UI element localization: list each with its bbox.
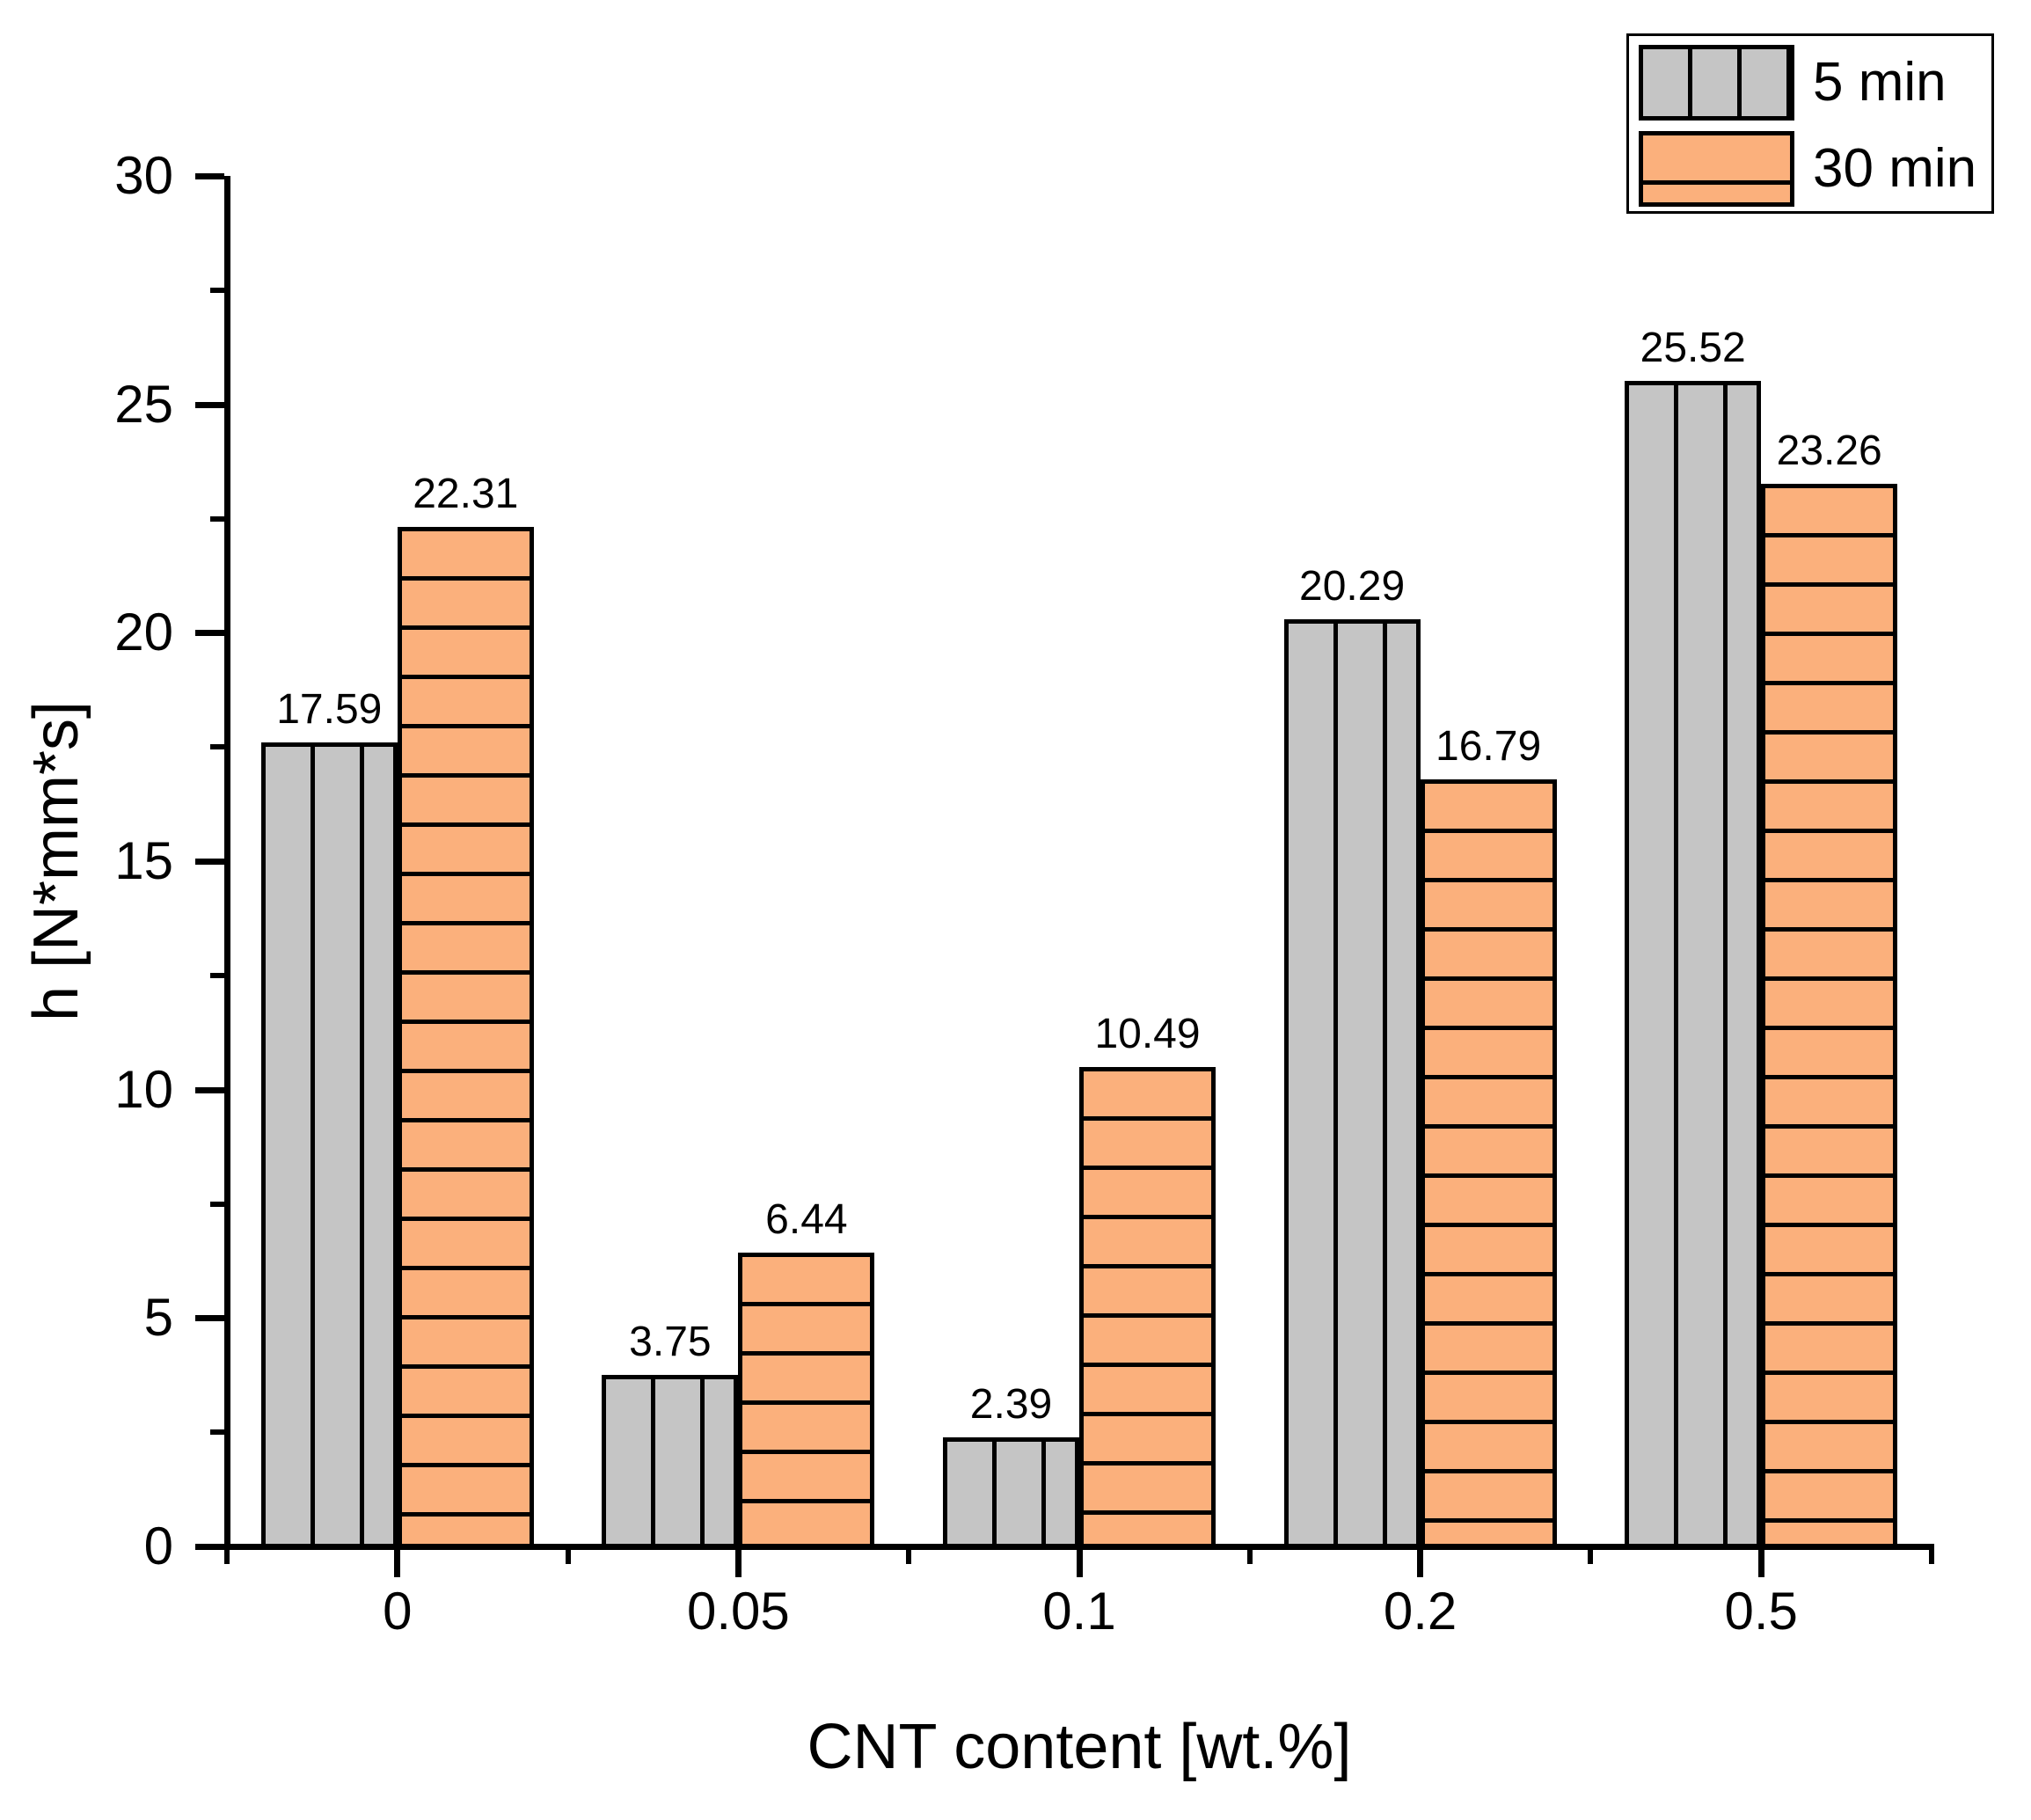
legend-label-30min: 30 min — [1813, 138, 1977, 199]
bar-30min-0.1 — [1079, 1067, 1216, 1550]
y-tick-label: 0 — [143, 1517, 173, 1575]
bar-value-label: 6.44 — [765, 1195, 848, 1243]
bar-value-label: 3.75 — [629, 1319, 712, 1366]
bar-value-label: 23.26 — [1776, 428, 1882, 475]
x-axis-minor-tick — [1588, 1550, 1594, 1564]
x-axis-minor-tick — [906, 1550, 912, 1564]
y-axis-line — [224, 176, 230, 1550]
bar-30min-0.2 — [1420, 779, 1557, 1550]
y-axis-major-tick — [195, 630, 224, 637]
y-tick-label: 25 — [114, 374, 173, 434]
bar-30min-0.05 — [738, 1252, 875, 1550]
y-axis-major-tick — [195, 1315, 224, 1322]
y-axis-major-tick — [195, 1544, 224, 1550]
y-tick-label: 20 — [114, 603, 173, 662]
y-axis-title: h [N*mm*s] — [21, 700, 91, 1022]
x-axis-major-tick — [1076, 1550, 1083, 1577]
y-axis-major-tick — [195, 173, 224, 179]
y-tick-label: 30 — [114, 146, 173, 205]
bar-value-label: 2.39 — [969, 1380, 1053, 1428]
x-tick-label: 0.2 — [1383, 1582, 1457, 1641]
y-axis-major-tick — [195, 1086, 224, 1093]
x-tick-label: 0.5 — [1724, 1582, 1798, 1641]
x-axis-minor-tick — [1929, 1550, 1934, 1564]
y-tick-label: 15 — [114, 831, 173, 890]
x-axis-major-tick — [734, 1550, 742, 1577]
x-tick-label: 0.1 — [1042, 1582, 1116, 1641]
bar-value-label: 25.52 — [1640, 324, 1746, 371]
bar-value-label: 22.31 — [413, 471, 519, 518]
y-tick-label: 5 — [143, 1288, 173, 1348]
bar-5min-0.5 — [1625, 380, 1762, 1550]
x-axis-major-tick — [394, 1550, 401, 1577]
x-axis-minor-tick — [565, 1550, 571, 1564]
y-axis-minor-tick — [210, 287, 224, 293]
y-axis-minor-tick — [210, 1201, 224, 1207]
bar-30min-0 — [397, 527, 534, 1550]
bar-value-label: 16.79 — [1436, 723, 1542, 771]
bar-5min-0.1 — [943, 1436, 1079, 1550]
legend-swatch-30min — [1639, 131, 1794, 207]
y-axis-major-tick — [195, 859, 224, 865]
y-axis-minor-tick — [210, 744, 224, 750]
x-axis-line — [224, 1544, 1934, 1550]
bar-value-label: 20.29 — [1299, 563, 1406, 610]
y-tick-label: 10 — [114, 1059, 173, 1119]
x-tick-label: 0 — [383, 1582, 413, 1641]
bar-5min-0.2 — [1283, 619, 1421, 1550]
x-tick-label: 0.05 — [687, 1582, 790, 1641]
x-axis-minor-tick — [224, 1550, 230, 1564]
legend-label-5min: 5 min — [1813, 52, 1947, 113]
legend: 5 min 30 min — [1626, 33, 1994, 214]
bar-value-label: 17.59 — [276, 686, 383, 734]
bar-5min-0.05 — [602, 1375, 739, 1550]
x-axis-title: CNT content [wt.%] — [807, 1712, 1352, 1782]
bar-30min-0.5 — [1761, 484, 1898, 1550]
x-axis-minor-tick — [1246, 1550, 1253, 1564]
y-axis-minor-tick — [210, 972, 224, 978]
bar-5min-0 — [260, 742, 398, 1550]
x-axis-major-tick — [1757, 1550, 1764, 1577]
bar-value-label: 10.49 — [1094, 1011, 1201, 1058]
x-axis-major-tick — [1417, 1550, 1424, 1577]
y-axis-minor-tick — [210, 1429, 224, 1436]
legend-swatch-5min — [1639, 45, 1794, 121]
y-axis-minor-tick — [210, 515, 224, 522]
y-axis-major-tick — [195, 401, 224, 408]
